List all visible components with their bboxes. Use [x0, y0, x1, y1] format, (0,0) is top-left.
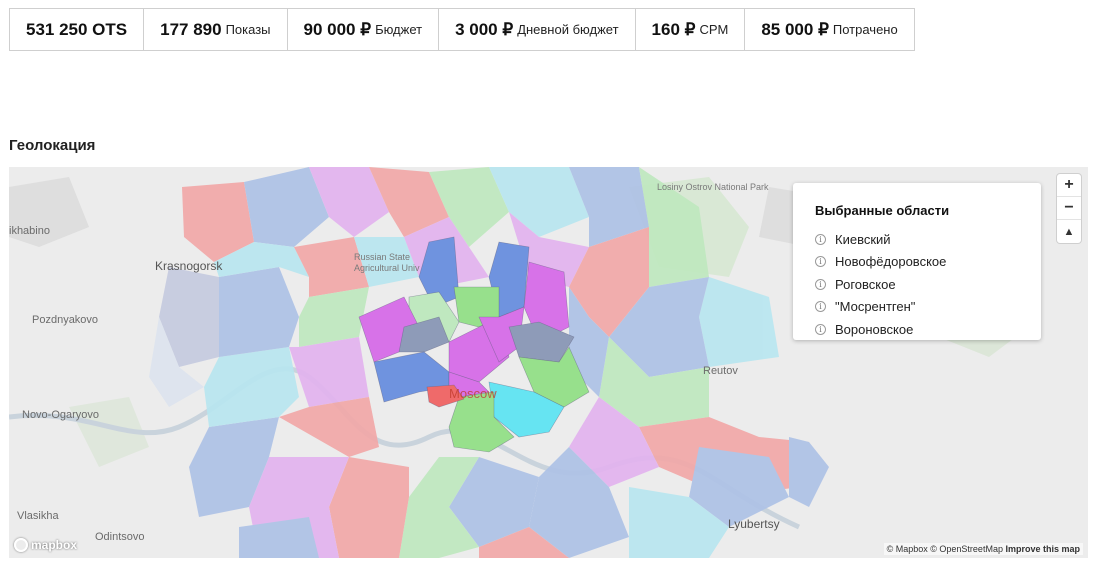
- selected-areas-legend: Выбранные области i Киевский i Новофёдоров…: [793, 183, 1041, 340]
- district[interactable]: [699, 277, 779, 367]
- stat-daily-budget: 3 000 ₽ Дневной бюджет: [439, 9, 636, 50]
- district[interactable]: [449, 457, 539, 547]
- stat-spent: 85 000 ₽ Потрачено: [761, 19, 898, 39]
- legend-item[interactable]: i "Мосрентген": [815, 296, 1019, 319]
- label-novo-ogaryovo: Novo-Ogaryovo: [22, 409, 100, 421]
- stats-bar: 531 250 OTS 177 890 Показы 90 000 ₽ Бюджет…: [9, 8, 915, 51]
- section-title-geolocation: Геолокация: [9, 137, 96, 154]
- district[interactable]: [789, 437, 829, 507]
- label-losiny-ostrov: Losiny Ostrov National Park: [657, 182, 769, 192]
- info-icon[interactable]: i: [815, 233, 826, 245]
- district-selected[interactable]: [448, 371, 490, 398]
- district[interactable]: [569, 227, 649, 337]
- label-krasnogorsk: Krasnogorsk: [155, 259, 223, 273]
- legend-item[interactable]: i Киевский: [815, 228, 1019, 251]
- forest-area: [69, 397, 149, 467]
- district[interactable]: [204, 347, 299, 427]
- osm-attribution-link[interactable]: © OpenStreetMap: [930, 544, 1003, 554]
- stat-impressions: 177 890 Показы: [144, 9, 288, 50]
- map-canvas[interactable]: Losiny Ostrov National Park Krasnogorsk …: [9, 167, 1088, 558]
- label-khabino: ikhabino: [9, 225, 50, 237]
- district-selected[interactable]: [448, 391, 515, 453]
- district-selected[interactable]: [508, 321, 575, 363]
- district[interactable]: [159, 267, 219, 367]
- district[interactable]: [689, 447, 789, 527]
- label-lyubertsy: Lyubertsy: [728, 517, 780, 531]
- legend-item[interactable]: i Новофёдоровское: [815, 251, 1019, 274]
- info-icon[interactable]: i: [815, 301, 826, 313]
- district[interactable]: [239, 517, 319, 558]
- map-attribution: © Mapbox © OpenStreetMap Improve this ma…: [883, 543, 1083, 555]
- district[interactable]: [609, 277, 709, 377]
- legend-item[interactable]: i Вороновское: [815, 318, 1019, 341]
- district[interactable]: [629, 487, 729, 558]
- zoom-controls: + − ▲: [1057, 174, 1081, 243]
- district[interactable]: [289, 337, 369, 407]
- district[interactable]: [429, 167, 509, 247]
- zoom-out-button[interactable]: −: [1057, 197, 1081, 220]
- label-reutov: Reutov: [703, 365, 738, 377]
- label-odintsovo: Odintsovo: [95, 531, 145, 543]
- legend-item[interactable]: i Роговское: [815, 273, 1019, 296]
- mapbox-attribution-link[interactable]: © Mapbox: [886, 544, 928, 554]
- district[interactable]: [329, 457, 409, 558]
- district[interactable]: [309, 167, 389, 237]
- info-icon[interactable]: i: [815, 256, 826, 268]
- district[interactable]: [479, 527, 569, 558]
- district[interactable]: [399, 457, 479, 558]
- district[interactable]: [299, 287, 369, 347]
- district[interactable]: [214, 242, 309, 277]
- info-icon[interactable]: i: [815, 323, 826, 335]
- stat-budget: 90 000 ₽ Бюджет: [288, 9, 440, 50]
- district-selected[interactable]: [426, 384, 465, 408]
- stat-cpm: 160 ₽ CPM: [636, 9, 746, 50]
- mapbox-icon: [14, 538, 28, 552]
- district[interactable]: [219, 267, 299, 357]
- district-selected[interactable]: [418, 236, 460, 308]
- district[interactable]: [9, 177, 89, 247]
- district[interactable]: [569, 167, 649, 247]
- stat-ots: 531 250 OTS: [10, 9, 145, 50]
- zoom-in-button[interactable]: +: [1057, 174, 1081, 197]
- district[interactable]: [182, 182, 254, 262]
- label-pozdnyakovo: Pozdnyakovo: [32, 314, 99, 326]
- label-russian-state-agricultural: Russian State Agricultural Univ: [354, 252, 420, 273]
- district[interactable]: [149, 317, 204, 407]
- improve-map-link[interactable]: Improve this map: [1005, 544, 1080, 554]
- district[interactable]: [279, 397, 379, 457]
- district[interactable]: [369, 167, 449, 237]
- district[interactable]: [489, 167, 589, 237]
- district-selected[interactable]: [398, 316, 450, 353]
- district[interactable]: [354, 237, 419, 287]
- legend-title: Выбранные области: [815, 203, 950, 218]
- label-moscow: Moscow: [449, 386, 497, 401]
- district[interactable]: [244, 167, 329, 247]
- district[interactable]: [189, 417, 279, 517]
- district[interactable]: [599, 337, 709, 427]
- info-icon[interactable]: i: [815, 278, 826, 290]
- district[interactable]: [639, 167, 709, 287]
- compass-button[interactable]: ▲: [1063, 225, 1075, 238]
- mapbox-logo[interactable]: mapbox: [14, 538, 77, 552]
- district[interactable]: [294, 237, 369, 297]
- district[interactable]: [529, 447, 629, 558]
- district[interactable]: [569, 397, 659, 487]
- label-vlasikha: Vlasikha: [17, 510, 59, 522]
